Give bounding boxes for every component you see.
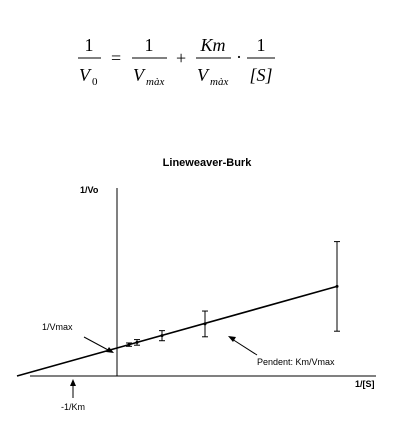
y-intercept-arrow-shaft (83, 336, 111, 352)
term1-denominator-symbol: V (133, 65, 146, 85)
lineweaver-burk-chart: Lineweaver-Burk 1/Vo 1/[S] 1/Vmax Penden… (16, 157, 376, 412)
point-marker-4 (160, 334, 164, 338)
data-layer (16, 241, 340, 377)
term2-denominator-symbol: V (197, 65, 210, 85)
slope-arrow-head (228, 336, 236, 342)
term2-numerator: Km (199, 35, 225, 55)
point-marker-6 (335, 284, 339, 288)
slope-label: Pendent: Km/Vmax (257, 357, 335, 367)
lineweaver-burk-equation: 1 V 0 = 1 V màx + Km V màx · 1 [S] (78, 35, 275, 88)
slope-arrow-shaft (231, 338, 258, 356)
term3-numerator: 1 (257, 35, 266, 55)
data-point-2 (126, 342, 132, 347)
y-intercept-arrow-head (106, 347, 114, 353)
x-intercept-label: -1/Km (61, 402, 85, 412)
term3-denominator: [S] (249, 65, 272, 85)
term2-denominator-subscript: màx (210, 76, 228, 88)
dot-operator: · (236, 47, 242, 67)
point-marker-5 (203, 322, 207, 326)
point-marker-2 (127, 343, 131, 347)
x-axis-label: 1/[S] (355, 379, 375, 389)
lhs-numerator: 1 (85, 35, 94, 55)
y-intercept-label: 1/Vmax (42, 322, 73, 332)
data-point-5 (202, 310, 208, 338)
lhs-denominator-subscript: 0 (92, 76, 98, 88)
data-point-6 (334, 241, 340, 332)
term1-denominator-subscript: màx (146, 76, 164, 88)
data-point-3 (134, 339, 140, 346)
term1-numerator: 1 (145, 35, 154, 55)
lhs-denominator-symbol: V (79, 65, 92, 85)
fit-line-0 (16, 285, 338, 377)
equals-sign: = (111, 48, 121, 68)
y-axis-label: 1/Vo (80, 185, 99, 195)
data-point-4 (159, 330, 165, 342)
x-intercept-arrow-head (70, 379, 76, 386)
chart-title: Lineweaver-Burk (163, 157, 253, 169)
point-marker-3 (135, 340, 139, 344)
plus-sign: + (176, 48, 186, 68)
